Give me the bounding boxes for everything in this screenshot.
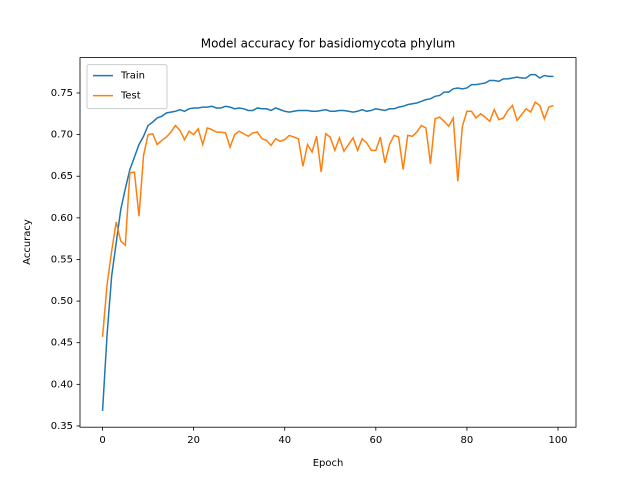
y-axis-label: Accuracy [22, 219, 33, 265]
legend-label: Train [120, 71, 145, 82]
x-tick-label: 40 [278, 435, 291, 446]
x-tick-label: 100 [548, 435, 567, 446]
series-line [101, 73, 554, 412]
chart-title: Model accuracy for basidiomycota phylum [201, 37, 456, 51]
y-tick-label: 0.70 [51, 130, 73, 141]
x-tick-label: 80 [461, 435, 474, 446]
y-tick-label: 0.35 [51, 421, 73, 432]
y-tick-label: 0.65 [51, 171, 73, 182]
x-tick-label: 20 [187, 435, 200, 446]
y-tick-label: 0.60 [51, 213, 73, 224]
y-tick-label: 0.75 [51, 88, 73, 99]
y-tick-label: 0.55 [51, 254, 73, 265]
x-tick-label: 60 [369, 435, 382, 446]
plot-frame [79, 57, 577, 428]
legend-label: Test [120, 91, 141, 102]
x-tick-label: 0 [99, 435, 105, 446]
y-tick-label: 0.40 [51, 379, 73, 390]
series-line [101, 100, 554, 337]
y-tick-label: 0.45 [51, 338, 73, 349]
x-axis-label: Epoch [313, 458, 344, 469]
y-tick-label: 0.50 [51, 296, 73, 307]
